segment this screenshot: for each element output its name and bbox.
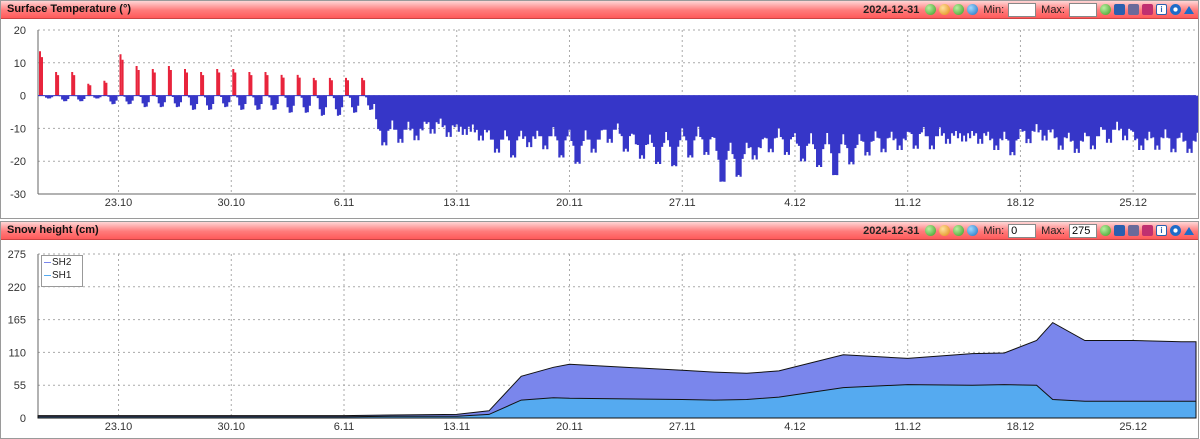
x-tick-label: 6.11 xyxy=(334,197,355,209)
x-tick-label: 13.11 xyxy=(443,421,470,433)
legend-label: SH2 xyxy=(52,257,72,268)
x-tick-label: 23.10 xyxy=(105,197,133,209)
panel-controls: 2024-12-31 Min: Max: i xyxy=(863,2,1194,17)
panel-header: Surface Temperature (°) 2024-12-31 Min: … xyxy=(1,1,1198,19)
save-icon[interactable] xyxy=(1114,4,1125,15)
min-label: Min: xyxy=(983,3,1005,16)
download-icon[interactable] xyxy=(967,225,979,236)
negative-temperature-series xyxy=(42,95,1198,182)
x-tick-label: 6.11 xyxy=(334,421,355,433)
refresh-icon[interactable] xyxy=(925,4,937,15)
apply-icon[interactable] xyxy=(1100,4,1111,15)
y-tick-label: 275 xyxy=(8,249,26,261)
y-tick-label: 110 xyxy=(8,347,26,359)
snow-height-chart: 275 220 165 110 55 0 23.10 30.10 6.11 13.11 20.11 2… xyxy=(8,249,1197,433)
date-label[interactable]: 2024-12-31 xyxy=(863,3,920,16)
y-tick-label: 0 xyxy=(20,413,26,425)
print-icon[interactable] xyxy=(1128,225,1139,236)
y-tick-label: -20 xyxy=(10,156,26,168)
y-tick-label: 20 xyxy=(14,25,26,37)
collapse-icon[interactable] xyxy=(1184,226,1194,235)
x-tick-label: 23.10 xyxy=(105,421,133,433)
prev-icon[interactable] xyxy=(939,225,951,236)
info-icon[interactable]: i xyxy=(1156,225,1167,236)
legend-item-sh1: SH1 xyxy=(42,269,82,282)
prev-icon[interactable] xyxy=(939,4,951,15)
legend-item-sh2: SH2 xyxy=(42,256,82,269)
next-icon[interactable] xyxy=(953,4,965,15)
max-label: Max: xyxy=(1041,3,1065,16)
panel-title: Snow height (cm) xyxy=(7,224,99,236)
positive-temperature-series xyxy=(39,51,366,96)
x-tick-label: 20.11 xyxy=(556,421,583,433)
y-tick-label: 10 xyxy=(14,58,26,70)
x-tick-label: 20.11 xyxy=(556,197,583,209)
x-tick-label: 18.12 xyxy=(1007,421,1035,433)
next-icon[interactable] xyxy=(953,225,965,236)
chart-legend: SH2 SH1 xyxy=(41,255,83,287)
date-label[interactable]: 2024-12-31 xyxy=(863,224,920,237)
x-tick-label: 11.12 xyxy=(894,421,921,433)
save-icon[interactable] xyxy=(1114,225,1125,236)
panel-title: Surface Temperature (°) xyxy=(7,3,132,15)
x-tick-label: 25.12 xyxy=(1119,421,1147,433)
snow-height-panel: Snow height (cm) 2024-12-31 Min: Max: i … xyxy=(0,221,1199,439)
info-icon[interactable]: i xyxy=(1156,4,1167,15)
x-tick-label: 11.12 xyxy=(894,197,921,209)
temperature-chart: 20 10 0 -10 -20 -30 23.10 30.10 6.11 13.11 20.11 27… xyxy=(10,25,1198,209)
x-tick-label: 30.10 xyxy=(218,197,246,209)
max-input[interactable] xyxy=(1069,2,1097,17)
popout-icon[interactable] xyxy=(1142,225,1153,236)
sh1-series xyxy=(37,384,1197,419)
max-input[interactable] xyxy=(1069,223,1097,238)
x-tick-label: 25.12 xyxy=(1119,197,1147,209)
x-tick-label: 18.12 xyxy=(1007,197,1035,209)
max-label: Max: xyxy=(1041,224,1065,237)
y-tick-label: 0 xyxy=(20,91,26,103)
legend-label: SH1 xyxy=(52,270,72,281)
apply-icon[interactable] xyxy=(1100,225,1111,236)
print-icon[interactable] xyxy=(1128,4,1139,15)
y-tick-label: -30 xyxy=(10,189,26,201)
collapse-icon[interactable] xyxy=(1184,5,1194,14)
min-input[interactable] xyxy=(1008,2,1037,17)
y-tick-label: 55 xyxy=(14,380,26,392)
download-icon[interactable] xyxy=(967,4,979,15)
settings-icon[interactable] xyxy=(1170,4,1181,15)
x-tick-label: 13.11 xyxy=(443,197,470,209)
panel-controls: 2024-12-31 Min: Max: i xyxy=(863,223,1194,238)
x-tick-label: 30.10 xyxy=(218,421,246,433)
min-label: Min: xyxy=(983,224,1005,237)
x-tick-label: 4.12 xyxy=(784,421,805,433)
y-tick-label: 165 xyxy=(8,315,26,327)
y-tick-label: 220 xyxy=(8,282,26,294)
popout-icon[interactable] xyxy=(1142,4,1153,15)
x-tick-label: 27.11 xyxy=(669,421,696,433)
settings-icon[interactable] xyxy=(1170,225,1181,236)
x-tick-label: 27.11 xyxy=(669,197,696,209)
refresh-icon[interactable] xyxy=(925,225,937,236)
min-input[interactable] xyxy=(1008,223,1037,238)
x-tick-label: 4.12 xyxy=(784,197,805,209)
surface-temperature-panel: Surface Temperature (°) 2024-12-31 Min: … xyxy=(0,0,1199,219)
panel-header: Snow height (cm) 2024-12-31 Min: Max: i xyxy=(1,222,1198,240)
y-tick-label: -10 xyxy=(10,123,26,135)
